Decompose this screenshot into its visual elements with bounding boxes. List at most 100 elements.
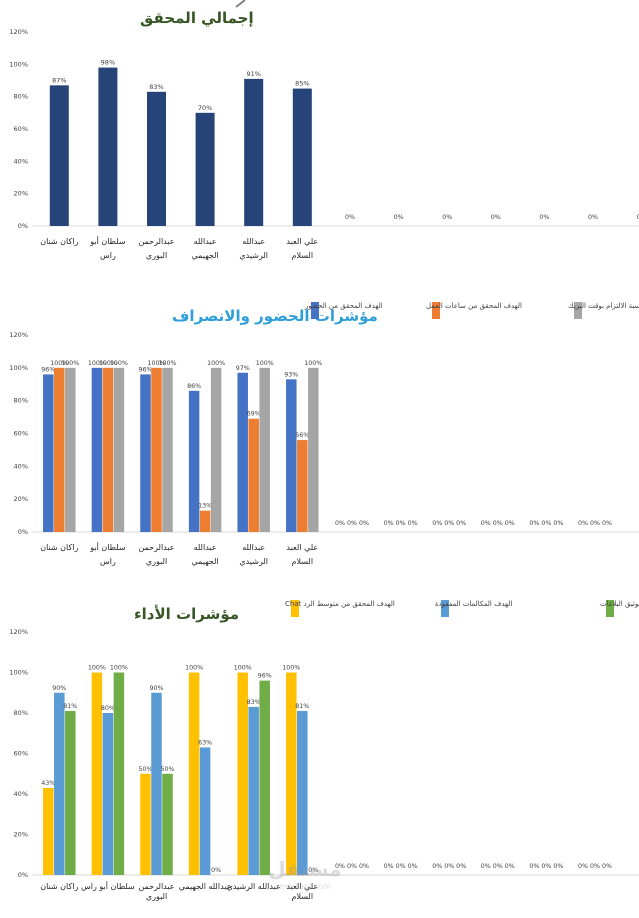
data-label: 85% [295, 80, 309, 88]
data-label: 91% [246, 70, 260, 78]
category-label: السلام [292, 251, 314, 260]
y-tick-label: 60% [14, 125, 28, 133]
bar [297, 711, 308, 875]
y-tick-label: 120% [9, 331, 28, 339]
bar [50, 85, 69, 226]
y-axis: 0%20%40%60%80%100%120% [9, 331, 28, 536]
bar [259, 681, 270, 875]
category-label: عبدالله [194, 543, 217, 552]
bar [140, 374, 151, 532]
data-label: 50% [161, 766, 175, 773]
legend-label: الهدف المكالمات المفقودة [435, 600, 512, 608]
bar [103, 368, 114, 532]
category-label: راس [100, 251, 116, 260]
category-label: عبدالله [194, 237, 217, 246]
bar [151, 368, 162, 532]
data-label: 100% [282, 665, 300, 672]
empty-slot-label: 0% 0% 0% [578, 520, 612, 527]
y-tick-label: 120% [9, 28, 28, 36]
bar [248, 419, 259, 532]
chart-title: إجمالي المحقق [140, 9, 254, 27]
empty-slot-label: 0% [491, 214, 501, 221]
bar [65, 368, 76, 532]
empty-slot-label: 0% 0% 0% [529, 520, 563, 527]
category-label: سلطان أبو [89, 236, 126, 246]
bar [147, 92, 166, 226]
empty-slot-label: 0% 0% 0% [384, 520, 418, 527]
category-label: البوري [146, 251, 167, 260]
category-label: الرشيدي [239, 251, 268, 260]
data-label: 96% [258, 673, 272, 680]
legend-label: الهدف المحقق من الحضور [304, 302, 383, 310]
bar [162, 368, 173, 532]
category-label: السلام [292, 892, 314, 901]
y-tick-label: 100% [9, 669, 28, 677]
data-label: 100% [110, 360, 128, 367]
category-label: راس [100, 557, 116, 566]
data-label: 43% [41, 780, 55, 787]
empty-slot-label: 0% 0% 0% [529, 863, 563, 870]
bar [286, 379, 297, 532]
legend-label: الهدف المحقق من ساعات العمل [426, 302, 522, 310]
data-label: 90% [150, 685, 164, 692]
empty-slot-label: 0% [442, 214, 452, 221]
watermark-logo: مستقل [268, 857, 341, 881]
bar [259, 368, 270, 532]
data-label: 70% [198, 104, 212, 112]
y-tick-label: 0% [18, 528, 28, 536]
data-label: 100% [256, 360, 274, 367]
data-label: 100% [158, 360, 176, 367]
legend-label: نسبة الالتزام بوقت البريك [568, 302, 639, 310]
data-label: 98% [101, 59, 115, 67]
y-tick-label: 120% [9, 628, 28, 636]
data-label: 87% [52, 76, 66, 84]
data-label: 83% [149, 83, 163, 91]
data-label: 96% [139, 366, 153, 373]
data-label: 69% [247, 411, 261, 418]
empty-slot-label: 0% 0% 0% [481, 863, 515, 870]
bar [54, 368, 65, 532]
y-axis: 0%20%40%60%80%100%120% [9, 628, 28, 879]
empty-slot-label: 0% [539, 214, 549, 221]
chart-performance: مؤشرات الأداء الهدف المحقق من متوسط الرد… [9, 600, 639, 901]
data-label: 96% [41, 366, 55, 373]
category-label: عبدالرحمن [138, 882, 174, 891]
data-label: 80% [101, 705, 115, 712]
category-label: سلطان أبو [89, 542, 126, 552]
plot-area: 96%100%100%100%100%100%96%100%100%86%13%… [32, 360, 639, 532]
data-label: 56% [295, 432, 309, 439]
bar [103, 713, 114, 875]
bar [200, 747, 211, 875]
watermark: مستقل mostaql.com [268, 857, 341, 891]
bar [140, 774, 151, 875]
bar [237, 373, 248, 532]
empty-slot-label: 0% 0% 0% [384, 863, 418, 870]
category-label: علي العبد [286, 237, 318, 246]
y-tick-label: 40% [14, 157, 28, 165]
y-tick-label: 60% [14, 750, 28, 758]
plot-area: 87%98%83%70%91%85%0%0%0%0%0%0%0% [32, 59, 639, 226]
data-label: 100% [88, 665, 106, 672]
data-label: 50% [139, 766, 153, 773]
y-tick-label: 40% [14, 790, 28, 798]
category-label: راكان شنان [40, 543, 78, 552]
y-tick-label: 60% [14, 430, 28, 438]
empty-slot-label: 0% 0% 0% [335, 520, 369, 527]
bar [308, 368, 319, 532]
bar [248, 707, 259, 875]
bar [211, 368, 222, 532]
data-label: 100% [234, 665, 252, 672]
category-label: عبدالله [242, 237, 265, 246]
empty-slot-label: 0% 0% 0% [432, 520, 466, 527]
data-label: 100% [304, 360, 322, 367]
category-label: راكان شنان [40, 237, 78, 246]
bar [200, 511, 211, 532]
bar [189, 391, 200, 532]
chart-attendance: مؤشرات الحضور والانصراف الهدف المحقق من … [9, 302, 639, 566]
y-tick-label: 20% [14, 190, 28, 198]
empty-slot-label: 0% [394, 214, 404, 221]
chart-total-achieved: إجمالي المحقق 0%20%40%60%80%100%120% 87%… [9, 9, 639, 260]
